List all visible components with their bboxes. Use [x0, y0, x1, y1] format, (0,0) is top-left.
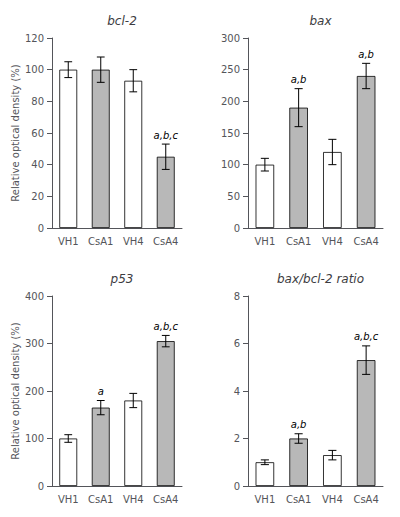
svg-text:300: 300	[25, 338, 44, 349]
svg-text:a,b,c: a,b,c	[154, 321, 179, 332]
svg-text:6: 6	[234, 338, 240, 349]
svg-text:100: 100	[25, 433, 44, 444]
svg-text:20: 20	[31, 191, 44, 202]
svg-text:50: 50	[227, 191, 240, 202]
svg-text:a,b: a,b	[291, 419, 307, 430]
svg-text:4: 4	[234, 386, 240, 397]
svg-text:60: 60	[31, 128, 44, 139]
svg-text:100: 100	[221, 159, 240, 170]
svg-text:bax: bax	[309, 14, 332, 28]
svg-text:100: 100	[25, 64, 44, 75]
svg-text:0: 0	[234, 223, 240, 234]
svg-text:VH1: VH1	[255, 236, 276, 247]
svg-text:bcl-2: bcl-2	[107, 14, 137, 28]
svg-text:CsA4: CsA4	[153, 494, 178, 505]
svg-text:CsA1: CsA1	[88, 494, 113, 505]
svg-text:a,b,c: a,b,c	[354, 331, 379, 342]
svg-text:VH1: VH1	[255, 494, 276, 505]
svg-text:400: 400	[25, 291, 44, 302]
svg-text:8: 8	[234, 291, 240, 302]
svg-text:CsA4: CsA4	[153, 236, 178, 247]
svg-text:CsA1: CsA1	[88, 236, 113, 247]
svg-text:120: 120	[25, 33, 44, 44]
svg-text:VH4: VH4	[123, 494, 144, 505]
svg-text:a,b: a,b	[291, 74, 307, 85]
svg-text:Relative optical density (%): Relative optical density (%)	[10, 322, 21, 460]
svg-text:250: 250	[221, 64, 240, 75]
svg-text:Relative optical density (%): Relative optical density (%)	[10, 64, 21, 202]
svg-text:CsA4: CsA4	[353, 236, 378, 247]
svg-text:40: 40	[31, 159, 44, 170]
svg-text:a,b,c: a,b,c	[154, 130, 179, 141]
svg-text:150: 150	[221, 128, 240, 139]
svg-text:300: 300	[221, 33, 240, 44]
svg-text:0: 0	[234, 481, 240, 492]
svg-text:2: 2	[234, 433, 240, 444]
svg-text:200: 200	[25, 386, 44, 397]
svg-text:VH1: VH1	[58, 236, 79, 247]
svg-text:CsA1: CsA1	[286, 236, 311, 247]
svg-text:VH4: VH4	[123, 236, 144, 247]
svg-text:80: 80	[31, 96, 44, 107]
svg-text:200: 200	[221, 96, 240, 107]
svg-text:CsA4: CsA4	[353, 494, 378, 505]
svg-text:p53: p53	[110, 272, 134, 286]
svg-text:0: 0	[38, 223, 44, 234]
svg-text:VH4: VH4	[322, 494, 343, 505]
svg-text:a: a	[98, 386, 104, 397]
svg-text:0: 0	[38, 481, 44, 492]
svg-text:VH1: VH1	[58, 494, 79, 505]
svg-text:bax/bcl-2 ratio: bax/bcl-2 ratio	[277, 272, 364, 286]
svg-text:VH4: VH4	[322, 236, 343, 247]
svg-text:CsA1: CsA1	[286, 494, 311, 505]
svg-text:a,b: a,b	[358, 49, 374, 60]
